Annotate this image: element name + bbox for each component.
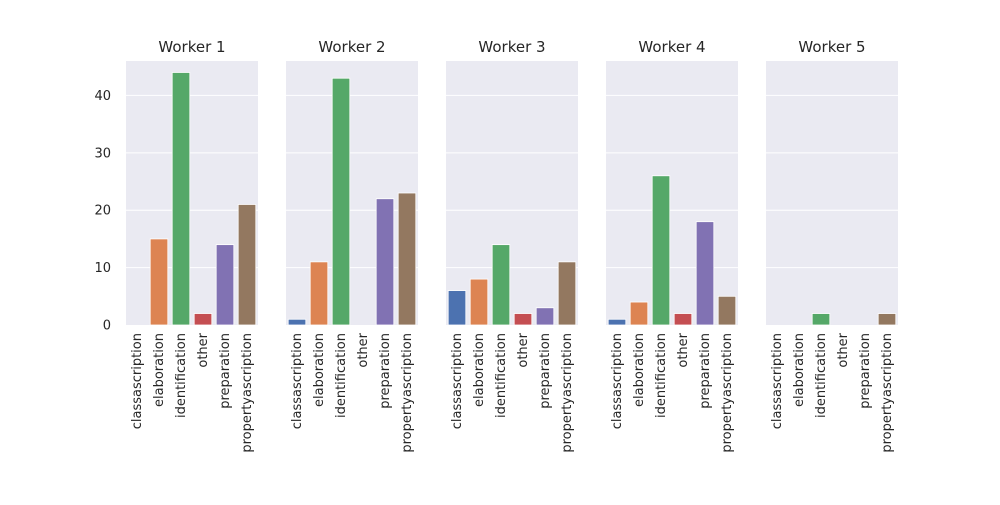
panel-worker-2-bar-elaboration xyxy=(309,261,329,326)
panel-worker-4-xtick-identification: identification xyxy=(654,333,669,418)
panel-worker-4-bar-propertyascription xyxy=(717,295,737,326)
panel-worker-2-xtick-classascription: classascription xyxy=(290,333,305,429)
panel-worker-3-title: Worker 3 xyxy=(478,38,545,56)
panel-worker-1-bar-preparation xyxy=(215,244,235,326)
y-tick-label-2: 20 xyxy=(94,204,111,219)
panel-worker-1-xtick-propertyascription: propertyascription xyxy=(240,333,255,453)
panel-worker-2-bar-classascription xyxy=(287,318,307,326)
panel-worker-4-xtick-preparation: preparation xyxy=(698,333,713,409)
panel-worker-4-title: Worker 4 xyxy=(638,38,705,56)
panel-worker-5-xtick-preparation: preparation xyxy=(858,333,873,409)
panel-worker-3-xtick-other: other xyxy=(516,332,531,367)
panel-worker-2-xtick-elaboration: elaboration xyxy=(312,333,327,407)
panel-worker-3-background xyxy=(446,61,578,325)
panel-worker-4-bar-preparation xyxy=(695,221,715,326)
panel-worker-1-xtick-preparation: preparation xyxy=(218,333,233,409)
panel-worker-3-xtick-preparation: preparation xyxy=(538,333,553,409)
panel-worker-1-xtick-identification: identification xyxy=(174,333,189,418)
panel-worker-5-bar-propertyascription xyxy=(877,313,897,326)
panel-worker-1-xtick-elaboration: elaboration xyxy=(152,333,167,407)
panel-worker-1-title: Worker 1 xyxy=(158,38,225,56)
panel-worker-4-bar-elaboration xyxy=(629,301,649,326)
panel-worker-5-title: Worker 5 xyxy=(798,38,865,56)
panel-worker-3-bar-identification xyxy=(491,244,511,326)
panel-worker-3-bar-preparation xyxy=(535,307,555,326)
panel-worker-4-bar-identification xyxy=(651,175,671,326)
panel-worker-5-background xyxy=(766,61,898,325)
panel-worker-2-xtick-other: other xyxy=(356,332,371,367)
panel-worker-4-xtick-other: other xyxy=(676,332,691,367)
panel-worker-4-bar-other xyxy=(673,313,693,326)
panel-worker-3-bar-classascription xyxy=(447,290,467,326)
panel-worker-5-xtick-identification: identification xyxy=(814,333,829,418)
panel-worker-3-bar-propertyascription xyxy=(557,261,577,326)
panel-worker-2-bar-propertyascription xyxy=(397,192,417,326)
y-tick-label-1: 10 xyxy=(94,261,111,276)
panel-worker-3-xtick-classascription: classascription xyxy=(450,333,465,429)
panel-worker-1-bar-propertyascription xyxy=(237,204,257,326)
panel-worker-1-bar-elaboration xyxy=(149,238,169,326)
panel-worker-3-xtick-elaboration: elaboration xyxy=(472,333,487,407)
panel-worker-1-bar-identification xyxy=(171,72,191,326)
panel-worker-1-background xyxy=(126,61,258,325)
panel-worker-5-xtick-classascription: classascription xyxy=(770,333,785,429)
panel-worker-2-bar-preparation xyxy=(375,198,395,326)
panel-worker-4-background xyxy=(606,61,738,325)
panel-worker-2-xtick-preparation: preparation xyxy=(378,333,393,409)
panel-worker-2-bar-identification xyxy=(331,77,351,326)
panel-worker-1-xtick-classascription: classascription xyxy=(130,333,145,429)
panel-worker-3-xtick-identification: identification xyxy=(494,333,509,418)
panel-worker-2-xtick-identification: identification xyxy=(334,333,349,418)
y-tick-label-3: 30 xyxy=(94,146,111,161)
panel-worker-5-xtick-other: other xyxy=(836,332,851,367)
y-tick-label-0: 0 xyxy=(103,319,111,334)
panel-worker-5-xtick-elaboration: elaboration xyxy=(792,333,807,407)
panel-worker-3-bar-other xyxy=(513,313,533,326)
panel-worker-3-xtick-propertyascription: propertyascription xyxy=(560,333,575,453)
panel-worker-1-bar-other xyxy=(193,313,213,326)
panel-worker-2-background xyxy=(286,61,418,325)
panel-worker-3-bar-elaboration xyxy=(469,278,489,326)
panel-worker-5-xtick-propertyascription: propertyascription xyxy=(880,333,895,453)
panel-worker-4-bar-classascription xyxy=(607,318,627,326)
panel-worker-5-bar-identification xyxy=(811,313,831,326)
panel-worker-4-xtick-classascription: classascription xyxy=(610,333,625,429)
panel-worker-2-title: Worker 2 xyxy=(318,38,385,56)
panel-worker-1-xtick-other: other xyxy=(196,332,211,367)
panel-worker-2-xtick-propertyascription: propertyascription xyxy=(400,333,415,453)
y-tick-label-4: 40 xyxy=(94,89,111,104)
panel-worker-4-xtick-propertyascription: propertyascription xyxy=(720,333,735,453)
panel-worker-4-xtick-elaboration: elaboration xyxy=(632,333,647,407)
